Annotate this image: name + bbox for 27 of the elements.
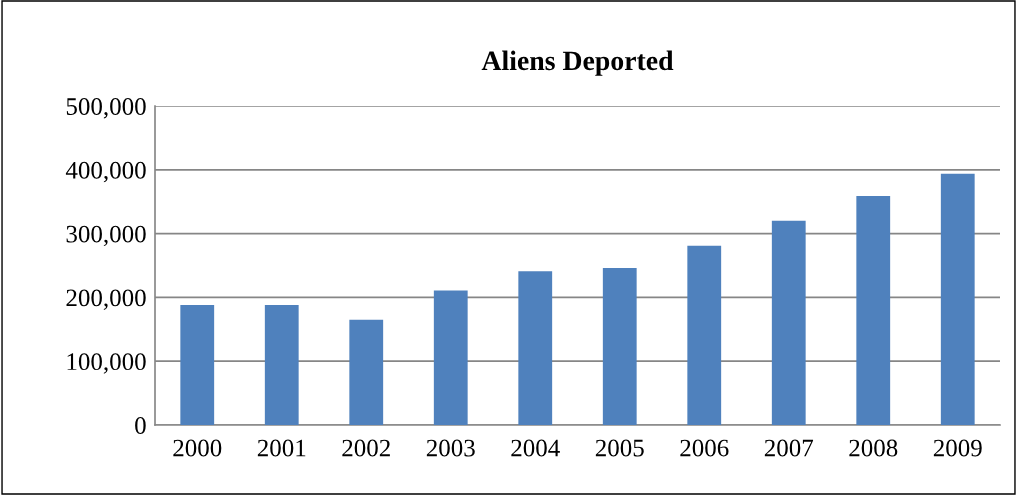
bar xyxy=(771,220,806,425)
y-tick-label: 400,000 xyxy=(65,161,146,183)
y-tick-label: 100,000 xyxy=(67,353,146,374)
y-tick-label: 300,000 xyxy=(66,225,146,247)
x-tick-label: 2004 xyxy=(511,439,560,457)
chart-title: Aliens Deported xyxy=(481,50,674,76)
x-tick-label: 2002 xyxy=(342,439,390,457)
x-tick-label: 2005 xyxy=(595,439,644,457)
y-tick-label: 500,000 xyxy=(66,98,146,119)
bar xyxy=(433,290,468,425)
bar xyxy=(180,305,215,425)
x-tick-label: 2001 xyxy=(257,439,306,457)
y-tick-label: 0 xyxy=(135,417,146,434)
bar xyxy=(264,305,299,425)
bar xyxy=(687,245,722,425)
x-tick-label: 2007 xyxy=(764,439,814,457)
bar xyxy=(856,195,891,425)
bar xyxy=(940,173,975,425)
x-tick-label: 2009 xyxy=(933,439,982,457)
x-tick-label: 2006 xyxy=(680,439,729,457)
bar xyxy=(602,268,637,425)
x-tick-label: 2000 xyxy=(173,439,222,457)
y-tick-label: 200,000 xyxy=(66,289,146,310)
bar xyxy=(518,271,553,425)
x-tick-label: 2003 xyxy=(426,439,475,457)
bar xyxy=(349,319,384,425)
x-tick-label: 2008 xyxy=(849,439,898,457)
